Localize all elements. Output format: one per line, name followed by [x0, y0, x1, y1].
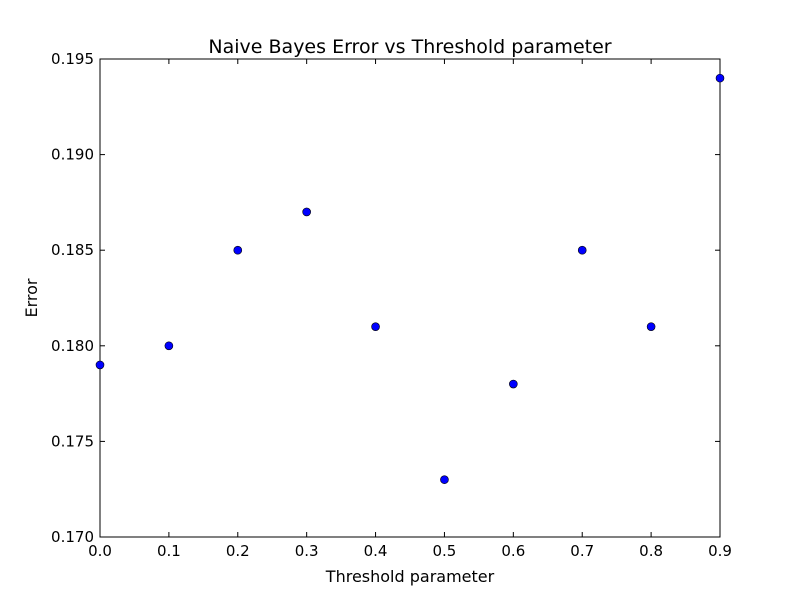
- y-axis-ticks: 0.170 0.175 0.180 0.185 0.190 0.195: [51, 50, 720, 546]
- data-point: [440, 475, 449, 484]
- x-axis-ticks: 0.0 0.1 0.2 0.3 0.4 0.5 0.6 0.7 0.8 0.9: [88, 59, 732, 560]
- x-tick-label: 0.7: [570, 542, 594, 560]
- data-point: [509, 379, 518, 389]
- y-tick-label: 0.180: [51, 337, 94, 355]
- y-tick-label: 0.185: [51, 241, 94, 259]
- data-point: [371, 322, 380, 331]
- data-point: [95, 360, 105, 370]
- y-tick-label: 0.170: [51, 528, 94, 546]
- data-point: [577, 245, 587, 255]
- x-tick-label: 0.5: [433, 542, 457, 560]
- data-points: [95, 73, 725, 484]
- data-point: [302, 207, 311, 217]
- x-tick-label: 0.2: [226, 542, 250, 560]
- data-point: [646, 322, 656, 331]
- x-tick-label: 0.1: [157, 542, 181, 560]
- y-tick-label: 0.175: [51, 432, 94, 450]
- y-tick-label: 0.195: [51, 50, 94, 68]
- plot-area: [99, 58, 721, 538]
- x-tick-label: 0.0: [88, 542, 112, 560]
- x-tick-label: 0.4: [364, 542, 388, 560]
- x-tick-label: 0.9: [708, 542, 732, 560]
- y-axis-label: Error: [22, 278, 41, 317]
- x-tick-label: 0.8: [639, 542, 663, 560]
- chart-title: Naive Bayes Error vs Threshold parameter: [208, 36, 611, 58]
- data-point: [715, 73, 725, 83]
- y-tick-label: 0.190: [51, 146, 94, 164]
- x-axis-label: Threshold parameter: [325, 567, 495, 586]
- data-point: [164, 341, 174, 351]
- data-point: [233, 245, 243, 255]
- x-tick-label: 0.6: [501, 542, 525, 560]
- x-tick-label: 0.3: [295, 542, 319, 560]
